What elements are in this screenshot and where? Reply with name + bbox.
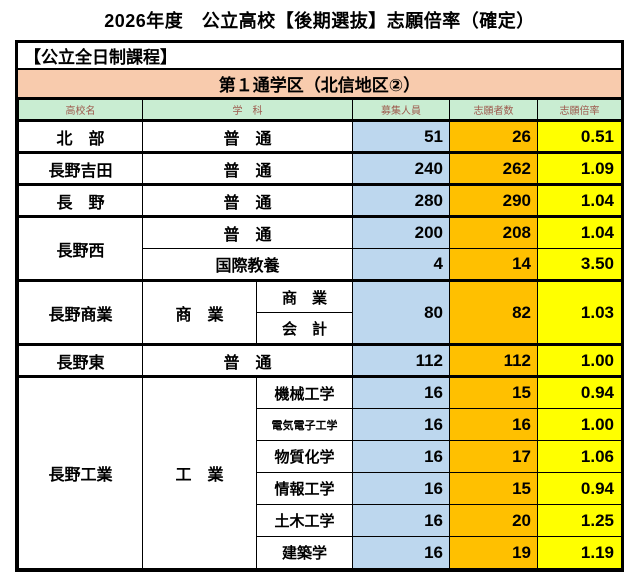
school-cell: 長 野: [18, 183, 143, 217]
ratio-cell: 1.00: [537, 408, 622, 441]
district-header: 第１通学区（北信地区②）: [18, 70, 621, 99]
school-cell: 北 部: [18, 119, 143, 153]
subdept-cell: 電気電子工学: [256, 408, 353, 441]
subdept-cell: 物質化学: [256, 440, 353, 473]
subdept-cell: 商 業: [256, 279, 353, 313]
dept-cell: 普 通: [142, 151, 353, 185]
table-row: 長 野普 通 280 290 1.04: [18, 183, 622, 217]
ratio-cell: 1.00: [537, 343, 622, 377]
ratio-cell: 1.06: [537, 440, 622, 473]
table-row: 長野東普 通 112 112 1.00: [18, 343, 622, 377]
capacity-cell: 16: [352, 440, 450, 473]
applicants-cell: 82: [449, 279, 538, 345]
applicants-cell: 14: [449, 248, 538, 281]
school-cell: 長野工業: [18, 375, 143, 569]
dept-cell: 商 業: [142, 279, 257, 345]
subdept-cell: 会 計: [256, 312, 353, 345]
dept-cell: 工 業: [142, 375, 257, 569]
applicants-cell: 112: [449, 343, 538, 377]
school-cell: 長野商業: [18, 279, 143, 345]
school-cell: 長野西: [18, 215, 143, 281]
table-row: 会 計: [19, 312, 622, 345]
capacity-cell: 280: [352, 183, 450, 217]
subdept-cell: 建築学: [256, 536, 353, 569]
dept-cell: 国際教養: [142, 248, 353, 281]
ratio-cell: 1.04: [537, 215, 622, 249]
ratio-cell: 1.04: [537, 183, 622, 217]
table-row: 長野商業商 業商 業 80 82 1.03: [18, 279, 622, 345]
subdept-cell: 機械工学: [256, 375, 353, 409]
col-header-department: 学 科: [142, 99, 353, 122]
subdept-cell: 土木工学: [256, 504, 353, 537]
col-header-school: 高校名: [18, 99, 143, 122]
table-row: 国際教養 4 14 3.50: [19, 248, 622, 281]
subdept-cell: 情報工学: [256, 472, 353, 505]
table-row: 建築学 16 19 1.19: [19, 536, 622, 569]
table-row: 長野吉田普 通 240 262 1.09: [18, 151, 622, 185]
col-header-ratio: 志願倍率: [537, 99, 622, 122]
capacity-cell: 4: [352, 248, 450, 281]
applicants-cell: 19: [449, 536, 538, 569]
capacity-cell: 16: [352, 375, 450, 409]
capacity-cell: 240: [352, 151, 450, 185]
applicants-cell: 20: [449, 504, 538, 537]
capacity-cell: 112: [352, 343, 450, 377]
capacity-cell: 200: [352, 215, 450, 249]
applicants-cell: 208: [449, 215, 538, 249]
col-header-capacity: 募集人員: [352, 99, 450, 122]
applicants-cell: 290: [449, 183, 538, 217]
capacity-cell: 16: [352, 536, 450, 569]
school-cell: 長野東: [18, 343, 143, 377]
dept-cell: 普 通: [142, 119, 353, 153]
capacity-cell: 16: [352, 472, 450, 505]
col-header-applicants: 志願者数: [449, 99, 538, 122]
ratio-cell: 1.25: [537, 504, 622, 537]
capacity-cell: 80: [352, 279, 450, 345]
applicants-cell: 17: [449, 440, 538, 473]
ratio-cell: 1.03: [537, 279, 622, 345]
dept-cell: 普 通: [142, 215, 353, 249]
table-row: 長野工業工 業機械工学 16 15 0.94: [18, 375, 622, 569]
table-row: 長野西普 通 200 208 1.04: [18, 215, 622, 281]
capacity-cell: 16: [352, 504, 450, 537]
ratio-cell: 3.50: [537, 248, 622, 281]
ratio-cell: 1.09: [537, 151, 622, 185]
ratio-cell: 1.19: [537, 536, 622, 569]
capacity-cell: 51: [352, 119, 450, 153]
school-cell: 長野吉田: [18, 151, 143, 185]
applicants-cell: 15: [449, 375, 538, 409]
table-row: 北 部普 通 51 26 0.51: [18, 119, 622, 153]
results-table-frame: 【公立全日制課程】 第１通学区（北信地区②） 高校名 学 科 募集人員 志願者数…: [15, 40, 624, 572]
results-table-body: 北 部普 通 51 26 0.51 長野吉田普 通 240 262 1.09 長 野普 通 280…: [18, 119, 622, 569]
results-table: 高校名 学 科 募集人員 志願者数 志願倍率 北 部普 通 51 26 0.51 長野吉…: [18, 99, 622, 569]
applicants-cell: 262: [449, 151, 538, 185]
applicants-cell: 15: [449, 472, 538, 505]
ratio-cell: 0.94: [537, 375, 622, 409]
applicants-cell: 26: [449, 119, 538, 153]
ratio-cell: 0.94: [537, 472, 622, 505]
ratio-cell: 0.51: [537, 119, 622, 153]
capacity-cell: 16: [352, 408, 450, 441]
dept-cell: 普 通: [142, 183, 353, 217]
page-title: 2026年度 公立高校【後期選抜】志願倍率（確定）: [104, 11, 535, 31]
table-row: 土木工学 16 20 1.25: [19, 504, 622, 537]
section-label: 【公立全日制課程】: [18, 43, 621, 70]
dept-cell: 普 通: [142, 343, 353, 377]
applicants-cell: 16: [449, 408, 538, 441]
results-table-header: 高校名 学 科 募集人員 志願者数 志願倍率: [18, 99, 622, 122]
